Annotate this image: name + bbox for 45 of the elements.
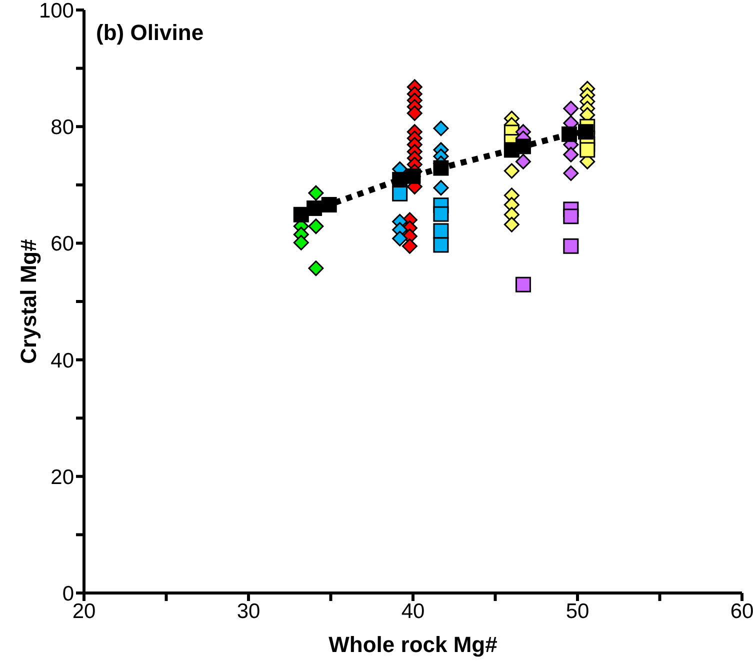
- point: [515, 138, 531, 154]
- point: [433, 206, 449, 222]
- y-tick-label: 100: [38, 0, 74, 22]
- point: [578, 124, 594, 140]
- point: [433, 120, 449, 136]
- point: [392, 186, 408, 202]
- y-tick-label: 80: [50, 116, 74, 140]
- point: [293, 234, 309, 250]
- point: [563, 146, 579, 162]
- text: (b) Olivine: [96, 20, 204, 46]
- point: [293, 206, 309, 222]
- point: [433, 237, 449, 253]
- point: [515, 276, 531, 292]
- point: [504, 163, 520, 179]
- point: [402, 238, 418, 254]
- point: [433, 180, 449, 196]
- point: [308, 185, 324, 201]
- point: [405, 168, 421, 184]
- y-axis-title: Crystal Mg#: [16, 239, 41, 364]
- point: [563, 100, 579, 116]
- point: [563, 208, 579, 224]
- point: [406, 105, 422, 121]
- y-tick-label: 20: [50, 466, 74, 489]
- x-tick-label: 50: [566, 600, 590, 623]
- y-tick-label: 40: [50, 349, 74, 372]
- x-tick-label: 30: [236, 600, 260, 623]
- x-tick-label: 40: [401, 600, 425, 623]
- x-tick-label: 20: [72, 600, 96, 623]
- point: [308, 260, 324, 276]
- x-axis-title: Whole rock Mg#: [328, 632, 498, 657]
- point: [392, 172, 408, 188]
- point: [433, 223, 449, 239]
- point: [563, 165, 579, 181]
- point: [392, 230, 408, 246]
- x-tick-label: 60: [730, 600, 753, 623]
- point: [308, 218, 324, 234]
- point: [515, 154, 531, 170]
- point: [562, 126, 578, 142]
- point: [321, 196, 337, 212]
- point: [433, 160, 449, 176]
- point: [563, 238, 579, 254]
- y-tick-label: 0: [62, 582, 74, 606]
- y-tick-label: 60: [50, 232, 74, 256]
- point: [504, 216, 520, 232]
- point: [580, 142, 596, 158]
